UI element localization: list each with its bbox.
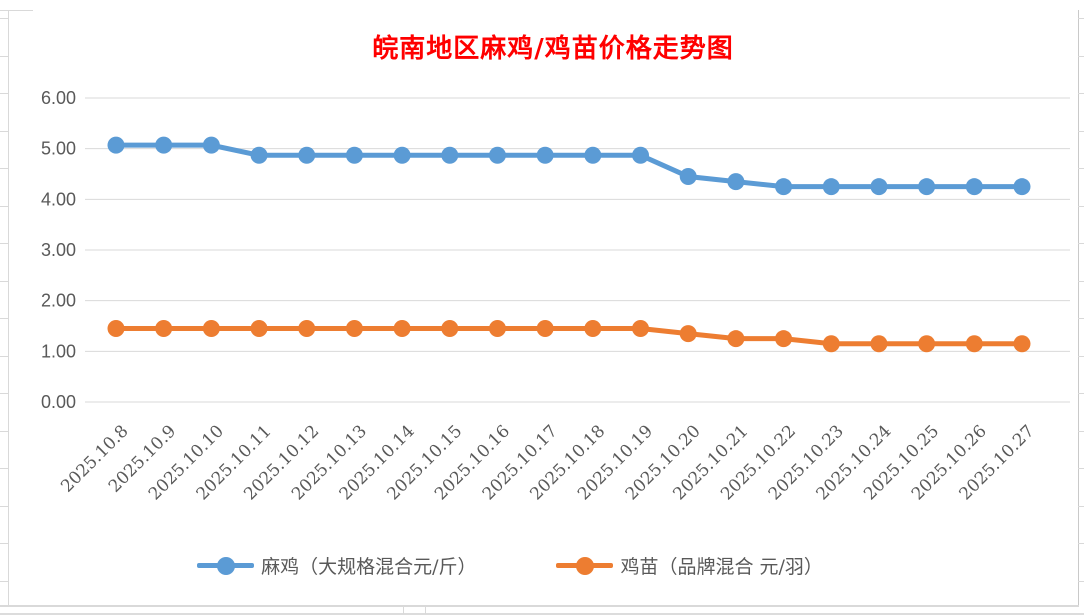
data-point-marker bbox=[536, 320, 554, 338]
spreadsheet-row-tick bbox=[1078, 93, 1084, 94]
spreadsheet-column-tick bbox=[425, 607, 426, 614]
legend-dot-blue bbox=[216, 556, 235, 575]
data-point-marker bbox=[822, 335, 840, 353]
data-point-marker bbox=[727, 330, 745, 348]
data-point-marker bbox=[775, 330, 793, 348]
cell-grid-line bbox=[0, 613, 1084, 615]
data-point-marker bbox=[155, 320, 173, 338]
data-point-marker bbox=[679, 325, 697, 343]
data-point-marker bbox=[727, 173, 745, 191]
data-point-marker bbox=[965, 335, 983, 353]
data-point-marker bbox=[536, 146, 554, 164]
data-point-marker bbox=[584, 146, 602, 164]
spreadsheet-row-tick bbox=[0, 393, 8, 394]
spreadsheet-row-tick bbox=[1078, 55, 1084, 57]
spreadsheet-row-tick bbox=[0, 505, 8, 507]
chart-title: 皖南地区麻鸡/鸡苗价格走势图 bbox=[372, 34, 734, 64]
spreadsheet-row-tick bbox=[0, 543, 8, 544]
legend-label-maji: 麻鸡（大规格混合元/斤） bbox=[261, 556, 477, 578]
spreadsheet-row-tick bbox=[1078, 505, 1084, 507]
spreadsheet-row-tick bbox=[1078, 355, 1084, 357]
data-point-marker bbox=[250, 320, 268, 338]
data-point-marker bbox=[822, 178, 840, 196]
data-point-marker bbox=[775, 178, 793, 196]
spreadsheet-row-tick bbox=[0, 430, 8, 432]
spreadsheet-row-tick bbox=[0, 355, 8, 357]
spreadsheet-row-tick bbox=[1078, 430, 1084, 432]
legend-dot-orange bbox=[575, 556, 594, 575]
y-axis-tick-label: 2.00 bbox=[41, 291, 76, 311]
legend-label-jimiao: 鸡苗（品牌混合 元/羽） bbox=[620, 556, 823, 578]
data-point-marker bbox=[155, 136, 173, 154]
spreadsheet-row-tick bbox=[0, 468, 8, 469]
spreadsheet-row-tick bbox=[0, 580, 8, 582]
data-point-marker bbox=[345, 320, 363, 338]
spreadsheet-row-tick bbox=[0, 55, 8, 57]
chart-left-border bbox=[8, 10, 9, 606]
y-axis-tick-label: 0.00 bbox=[41, 392, 76, 412]
data-point-marker bbox=[393, 146, 411, 164]
spreadsheet-row-tick bbox=[1078, 318, 1084, 319]
data-point-marker bbox=[250, 146, 268, 164]
data-point-marker bbox=[441, 146, 459, 164]
spreadsheet-row-tick bbox=[1078, 130, 1084, 132]
data-point-marker bbox=[679, 168, 697, 186]
data-point-marker bbox=[632, 320, 650, 338]
data-point-marker bbox=[965, 178, 983, 196]
spreadsheet-row-tick bbox=[1078, 580, 1084, 582]
data-point-marker bbox=[298, 146, 316, 164]
data-point-marker bbox=[488, 320, 506, 338]
data-point-marker bbox=[393, 320, 411, 338]
legend-item-maji: 麻鸡（大规格混合元/斤） bbox=[197, 552, 476, 579]
y-axis-tick-label: 1.00 bbox=[41, 341, 76, 361]
legend-line-marker-orange bbox=[556, 556, 614, 575]
data-point-marker bbox=[870, 178, 888, 196]
spreadsheet-row-tick bbox=[0, 168, 8, 169]
data-point-marker bbox=[1013, 178, 1031, 196]
spreadsheet-row-tick bbox=[1078, 205, 1084, 207]
y-axis-tick-label: 4.00 bbox=[41, 189, 76, 209]
chart-right-border bbox=[1078, 10, 1079, 605]
y-axis-tick-label: 6.00 bbox=[41, 88, 76, 108]
data-point-marker bbox=[870, 335, 888, 353]
spreadsheet-column-tick bbox=[403, 607, 404, 614]
legend-line-marker-blue bbox=[197, 556, 255, 575]
data-point-marker bbox=[107, 136, 125, 154]
spreadsheet-row-tick bbox=[0, 318, 8, 319]
data-point-marker bbox=[918, 178, 936, 196]
legend-item-jimiao: 鸡苗（品牌混合 元/羽） bbox=[556, 552, 823, 579]
spreadsheet-row-tick bbox=[1078, 393, 1084, 394]
spreadsheet-row-tick bbox=[1078, 243, 1084, 244]
spreadsheet-row-tick bbox=[0, 93, 8, 94]
cell-grid-line bbox=[0, 10, 33, 11]
data-point-marker bbox=[632, 146, 650, 164]
spreadsheet-row-tick bbox=[0, 205, 8, 207]
y-axis-tick-label: 3.00 bbox=[41, 240, 76, 260]
chart-bottom-border bbox=[0, 605, 1079, 607]
data-point-marker bbox=[107, 320, 125, 338]
data-point-marker bbox=[1013, 335, 1031, 353]
spreadsheet-row-tick bbox=[1078, 468, 1084, 469]
spreadsheet-row-tick bbox=[0, 243, 8, 244]
data-point-marker bbox=[488, 146, 506, 164]
y-axis-tick-label: 5.00 bbox=[41, 139, 76, 159]
data-point-marker bbox=[202, 320, 220, 338]
data-point-marker bbox=[441, 320, 459, 338]
data-point-marker bbox=[918, 335, 936, 353]
spreadsheet-row-tick bbox=[1078, 543, 1084, 544]
spreadsheet-row-tick bbox=[0, 130, 8, 132]
data-point-marker bbox=[584, 320, 602, 338]
data-point-marker bbox=[345, 146, 363, 164]
spreadsheet-row-tick bbox=[1078, 280, 1084, 282]
data-point-marker bbox=[298, 320, 316, 338]
chart-legend: 麻鸡（大规格混合元/斤） 鸡苗（品牌混合 元/羽） bbox=[85, 552, 935, 579]
spreadsheet-row-tick bbox=[0, 280, 8, 282]
spreadsheet-row-tick bbox=[1078, 168, 1084, 169]
spreadsheet-row-tick bbox=[0, 18, 8, 19]
spreadsheet-row-tick bbox=[1078, 18, 1084, 19]
data-point-marker bbox=[202, 136, 220, 154]
